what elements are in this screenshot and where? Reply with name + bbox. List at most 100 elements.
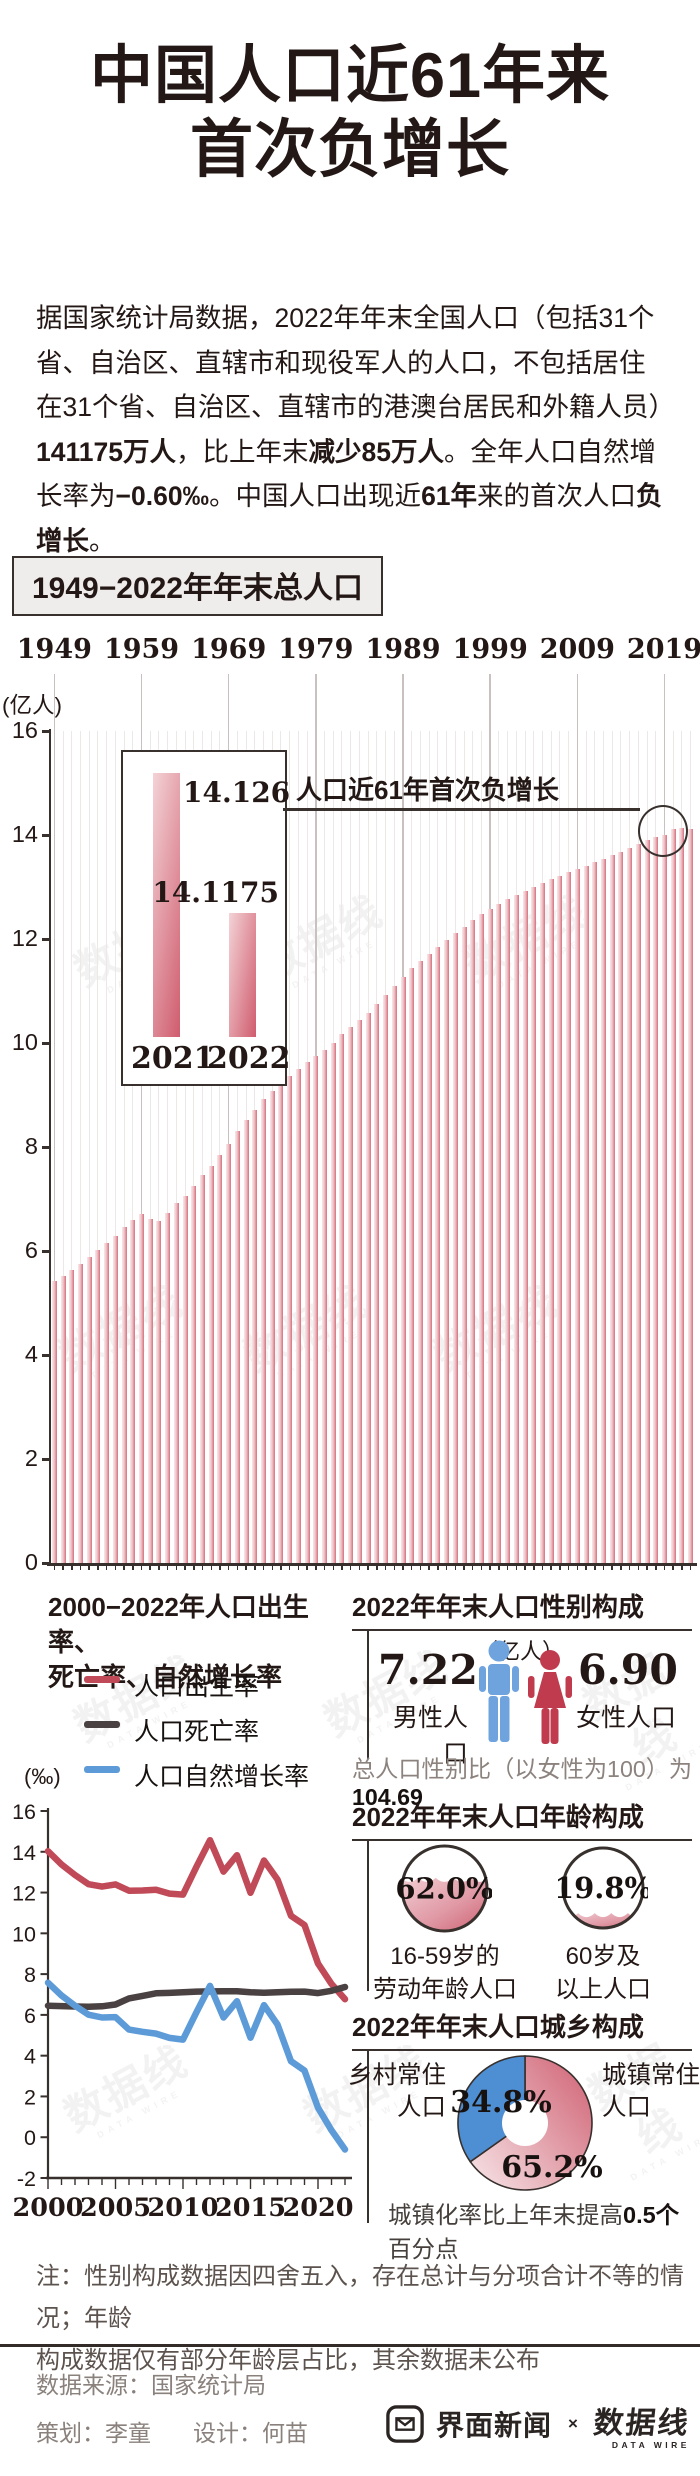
pop-x-tick bbox=[227, 1565, 230, 1570]
urban-pct-value: 65.2% bbox=[501, 2150, 603, 2185]
gender-ratio-note: 总人口性别比（以女性为100）为104.69 bbox=[352, 1750, 697, 1811]
pop-decade-label: 1989 bbox=[365, 634, 441, 665]
female-population-value: 6.90 bbox=[578, 1646, 678, 1694]
pop-decade-label: 1969 bbox=[191, 634, 267, 665]
pop-x-tick bbox=[166, 1565, 169, 1570]
age-elderly-label-line2: 以上人口 bbox=[555, 1975, 651, 2003]
age-circle-elderly: 19.8% bbox=[558, 1846, 648, 1930]
section-header-age: 2022年年末人口年龄构成 bbox=[352, 1802, 644, 1832]
female-population-label: 女性人口 bbox=[576, 1704, 677, 1732]
pop-y-tick-label: 10 bbox=[11, 1029, 38, 1055]
pop-x-tick bbox=[262, 1565, 265, 1570]
pop-bar-1993 bbox=[435, 946, 441, 1563]
inset-year-2021: 2021 bbox=[131, 1041, 215, 1076]
pop-y-tick bbox=[42, 938, 49, 941]
intro-bold-segment: 141175万人 bbox=[36, 436, 176, 467]
pop-x-tick bbox=[637, 1565, 640, 1570]
pop-x-tick bbox=[585, 1565, 587, 1570]
intro-bold-segment: 61年 bbox=[421, 481, 478, 511]
age-elderly-label-line1: 60岁及 bbox=[565, 1943, 641, 1970]
pop-y-tick bbox=[42, 1354, 49, 1357]
pop-y-axis bbox=[48, 729, 51, 1565]
pop-y-tick-label: 4 bbox=[24, 1341, 38, 1367]
pop-bar-1987 bbox=[383, 994, 389, 1563]
pop-bar-1986 bbox=[374, 1003, 380, 1563]
pop-y-tick bbox=[42, 834, 49, 837]
urbanization-note-value: 0.5个 bbox=[623, 2202, 680, 2228]
pop-bar-1972 bbox=[252, 1109, 258, 1563]
age-panel-rule bbox=[352, 1839, 692, 1842]
intro-bold-segment: 减少85万人 bbox=[308, 436, 444, 467]
pop-x-tick bbox=[628, 1565, 631, 1570]
pop-x-tick bbox=[559, 1565, 561, 1570]
legend-dash-1 bbox=[84, 1721, 120, 1728]
credit-designer: 设计：何苗 bbox=[193, 2420, 308, 2446]
rates-y-tick-label: 10 bbox=[12, 1922, 36, 1946]
pop-x-tick bbox=[689, 1565, 692, 1570]
intro-bold-segment: 负增长 bbox=[36, 481, 663, 556]
pop-bar-1953 bbox=[86, 1257, 92, 1563]
age-working-label-line1: 16-59岁的 bbox=[390, 1943, 500, 1970]
pop-bar-1981 bbox=[330, 1042, 336, 1563]
pop-bar-1964 bbox=[182, 1196, 188, 1563]
pop-bar-1998 bbox=[478, 914, 484, 1563]
pop-bar-2009 bbox=[574, 869, 580, 1563]
section-header-gender: 2022年年末人口性别构成 bbox=[352, 1592, 644, 1622]
pop-bar-1954 bbox=[95, 1249, 101, 1563]
pop-bar-1958 bbox=[130, 1219, 136, 1563]
pop-bar-1999 bbox=[487, 908, 493, 1563]
age-panel-bracket bbox=[367, 1841, 370, 1991]
pop-x-tick bbox=[515, 1565, 518, 1570]
pop-bar-2018 bbox=[653, 837, 659, 1563]
pop-y-tick-label: 14 bbox=[11, 821, 38, 847]
pop-bar-1997 bbox=[470, 920, 476, 1563]
pop-x-tick bbox=[602, 1565, 605, 1570]
pop-x-tick bbox=[506, 1565, 509, 1570]
pop-x-tick bbox=[384, 1565, 387, 1570]
pop-year-gridline bbox=[114, 731, 116, 1563]
age-pct-value: 62.0% bbox=[397, 1872, 492, 1906]
pop-x-tick bbox=[53, 1565, 56, 1570]
rates-x-label: 2015 bbox=[215, 2193, 286, 2223]
pop-bar-2012 bbox=[600, 858, 606, 1563]
pop-x-tick bbox=[672, 1565, 674, 1570]
urban-panel-rule bbox=[352, 2049, 692, 2052]
rates-x-label: 2010 bbox=[148, 2193, 219, 2223]
pop-year-gridline bbox=[184, 731, 186, 1563]
pop-x-tick bbox=[550, 1565, 552, 1570]
inset-2021-2022-chart: 14.126 14.1175 2021 2022 bbox=[121, 750, 291, 1086]
footnote-line2: 构成数据仅有部分年龄层占比，其余数据未公布 bbox=[36, 2347, 540, 2374]
pop-x-tick bbox=[611, 1565, 613, 1570]
pop-x-tick bbox=[254, 1565, 256, 1570]
pop-bar-2014 bbox=[618, 851, 624, 1563]
pop-bar-1960 bbox=[147, 1218, 153, 1563]
pop-bar-1967 bbox=[208, 1165, 214, 1563]
pie-slice-rural bbox=[457, 2055, 526, 2163]
pop-y-tick bbox=[42, 1146, 49, 1149]
intro-paragraph: 据国家统计局数据，2022年年末全国人口（包括31个省、自治区、直辖市和现役军人… bbox=[36, 296, 675, 563]
pop-bar-1991 bbox=[417, 960, 423, 1563]
pop-x-tick bbox=[445, 1565, 448, 1570]
pop-year-gridline bbox=[202, 731, 204, 1563]
pop-year-gridline bbox=[158, 731, 160, 1563]
rates-x-label: 2000 bbox=[13, 2193, 84, 2223]
pop-bar-2019 bbox=[661, 834, 667, 1563]
watermark-en: DATA WIRE bbox=[628, 2129, 700, 2183]
pop-bar-1955 bbox=[104, 1243, 110, 1563]
pop-y-tick bbox=[42, 1458, 49, 1461]
rural-pct-value: 34.8% bbox=[450, 2085, 552, 2120]
pop-bar-2010 bbox=[583, 865, 589, 1563]
intro-segment: 据国家统计局数据，2022年年末全国人口（包括31个省、自治区、直辖市和现役军人… bbox=[36, 303, 675, 422]
pop-x-tick bbox=[480, 1565, 483, 1570]
intro-segment: 来的首次人口 bbox=[477, 481, 637, 511]
pop-x-tick bbox=[541, 1565, 544, 1570]
male-person-icon bbox=[479, 1640, 519, 1742]
pop-x-tick bbox=[454, 1565, 457, 1570]
pop-x-tick bbox=[132, 1565, 134, 1570]
footnote: 注：性别构成数据因四舍五入，存在总计与分项合计不等的情况；年龄 构成数据仅有部分… bbox=[36, 2256, 684, 2382]
rates-series-2 bbox=[44, 1979, 349, 2153]
pop-x-tick bbox=[341, 1565, 343, 1570]
pop-x-tick bbox=[663, 1565, 666, 1570]
inset-bar-2021 bbox=[153, 773, 180, 1037]
